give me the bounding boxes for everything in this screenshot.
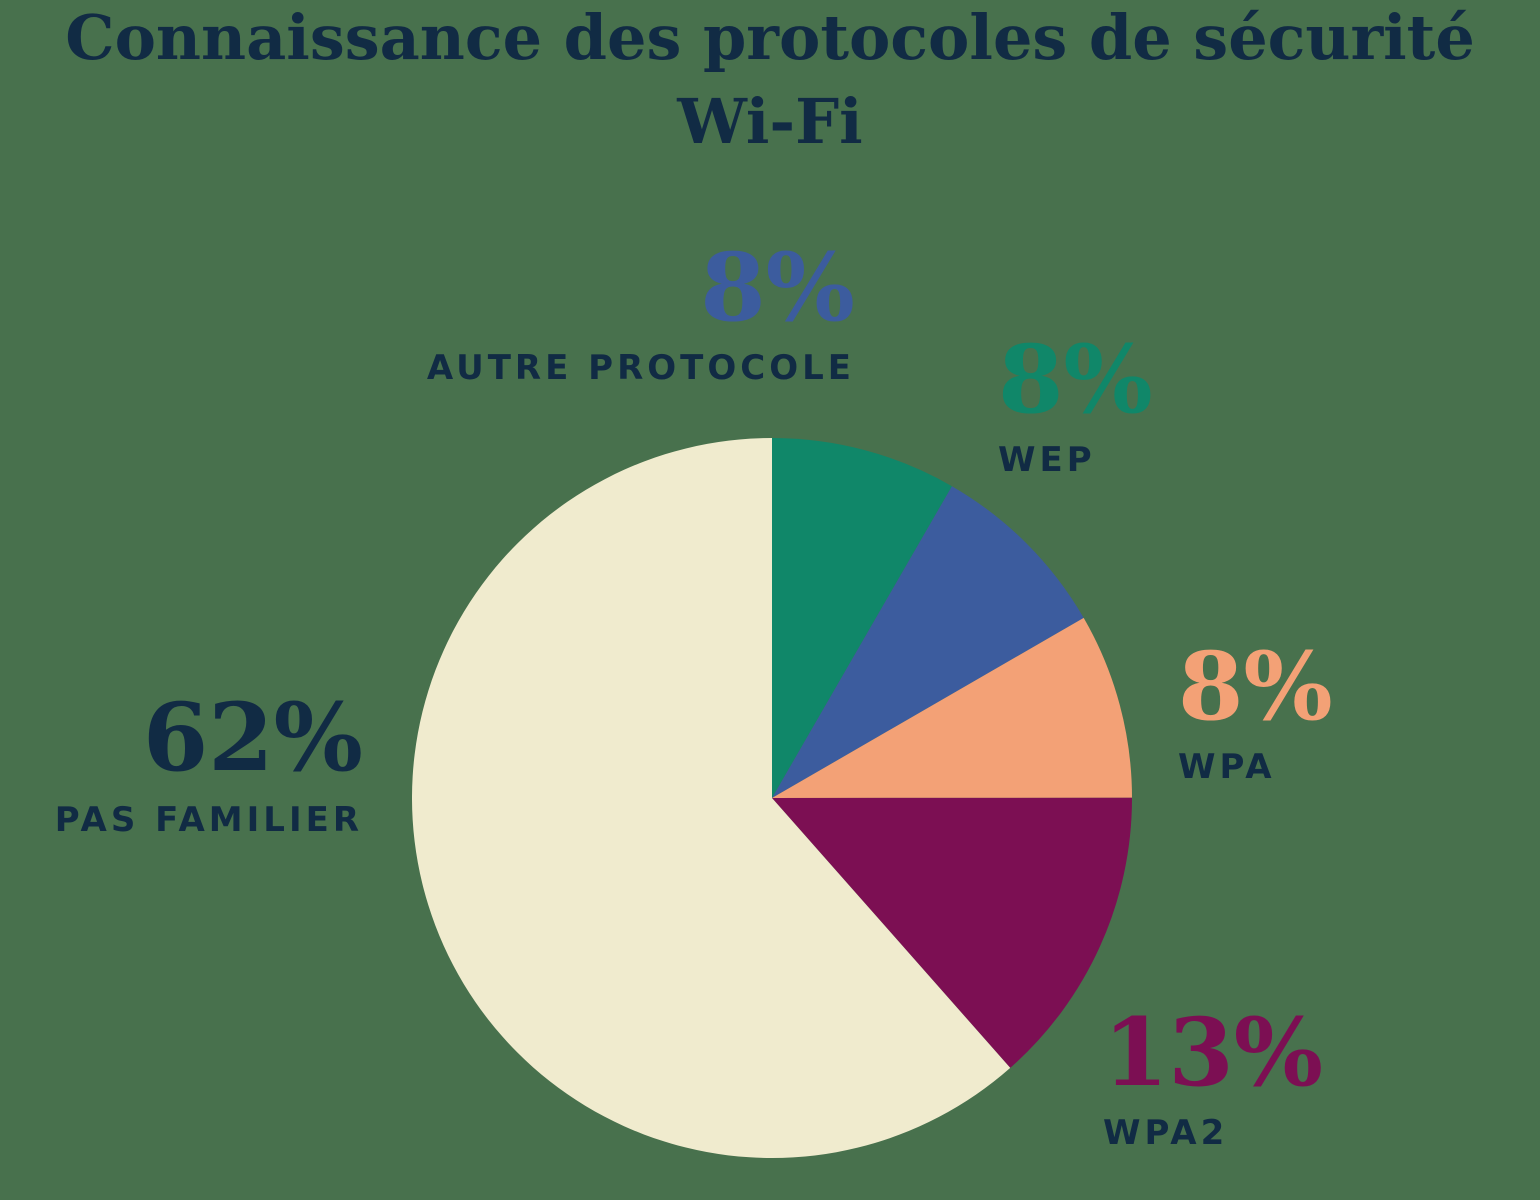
pie-slice-pas-familier bbox=[412, 438, 1011, 1158]
pie-chart bbox=[412, 438, 1132, 1158]
slice-name-wep: WEP bbox=[998, 440, 1096, 480]
slice-percent-wep: 8% bbox=[998, 325, 1153, 435]
slice-percent-wpa: 8% bbox=[1178, 632, 1333, 742]
pie-slice-wpa bbox=[772, 617, 1132, 798]
slice-name-wpa: WPA bbox=[1178, 747, 1276, 787]
slice-name-autre-protocole: AUTRE PROTOCOLE bbox=[426, 348, 855, 388]
pie-slice-wpa2 bbox=[772, 797, 1132, 1068]
chart-title-line1: Connaissance des protocoles de sécurité bbox=[65, 1, 1475, 74]
slice-label-autre-protocole: 8% AUTRE PROTOCOLE bbox=[427, 241, 855, 385]
pie-slice-wep bbox=[772, 438, 952, 798]
pie-slice-autre-protocole bbox=[772, 486, 1084, 798]
slice-percent-pas-familier: 62% bbox=[142, 683, 363, 793]
slice-percent-wpa2: 13% bbox=[1103, 998, 1324, 1108]
slice-label-pas-familier: 62% PAS FAMILIER bbox=[55, 691, 363, 837]
slice-name-pas-familier: PAS FAMILIER bbox=[54, 800, 363, 840]
slice-label-wpa2: 13% WPA2 bbox=[1103, 1006, 1323, 1150]
chart-title-line2: Wi-Fi bbox=[677, 85, 863, 159]
slice-label-wep: 8% WEP bbox=[998, 333, 1153, 477]
slice-percent-autre-protocole: 8% bbox=[700, 233, 855, 343]
slice-label-wpa: 8% WPA bbox=[1178, 640, 1333, 784]
slice-name-wpa2: WPA2 bbox=[1103, 1113, 1229, 1153]
chart-title: Connaissance des protocoles de sécurité … bbox=[0, 0, 1540, 165]
